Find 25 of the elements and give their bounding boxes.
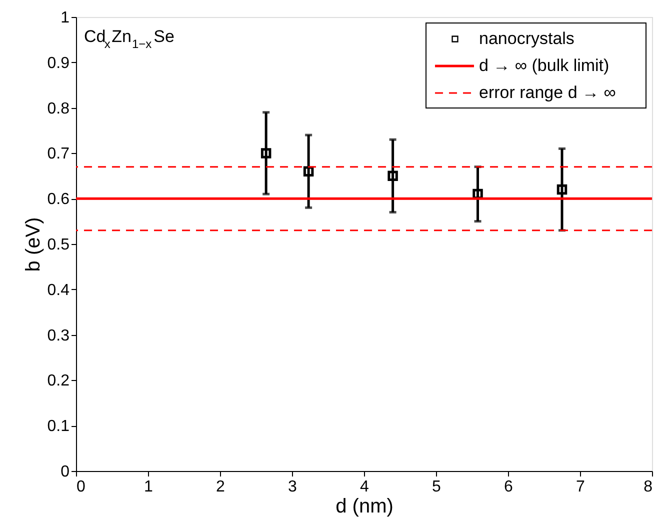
- y-tick-label: 1: [60, 10, 70, 26]
- y-tick-label: 0.5: [47, 236, 70, 254]
- legend-label: error range d → ∞: [479, 83, 616, 102]
- x-tick-label: 2: [216, 478, 226, 496]
- x-tick-label: 3: [288, 478, 298, 496]
- y-tick-label: 0.4: [47, 282, 70, 299]
- y-tick-label: 0.1: [47, 418, 70, 436]
- x-tick-label: 6: [504, 478, 514, 496]
- x-tick-label: 5: [432, 478, 442, 496]
- legend-label: d → ∞ (bulk limit): [479, 56, 610, 75]
- x-tick-label: 7: [576, 478, 586, 496]
- x-axis-title: d (nm): [336, 496, 394, 518]
- y-tick-label: 0.7: [47, 146, 70, 163]
- y-tick-label: 0: [60, 464, 70, 480]
- y-axis-title: b (eV): [22, 217, 44, 272]
- y-tick-label: 0.3: [47, 327, 70, 344]
- x-tick-label: 0: [76, 478, 86, 496]
- y-tick-label: 0.8: [47, 100, 70, 118]
- legend-label: nanocrystals: [479, 29, 574, 48]
- y-tick-label: 0.9: [47, 54, 70, 72]
- y-tick-label: 0.2: [47, 372, 70, 390]
- y-tick-label: 0.6: [47, 191, 70, 208]
- x-tick-label: 8: [644, 478, 653, 496]
- x-tick-label: 4: [360, 478, 370, 496]
- x-tick-label: 1: [144, 478, 154, 496]
